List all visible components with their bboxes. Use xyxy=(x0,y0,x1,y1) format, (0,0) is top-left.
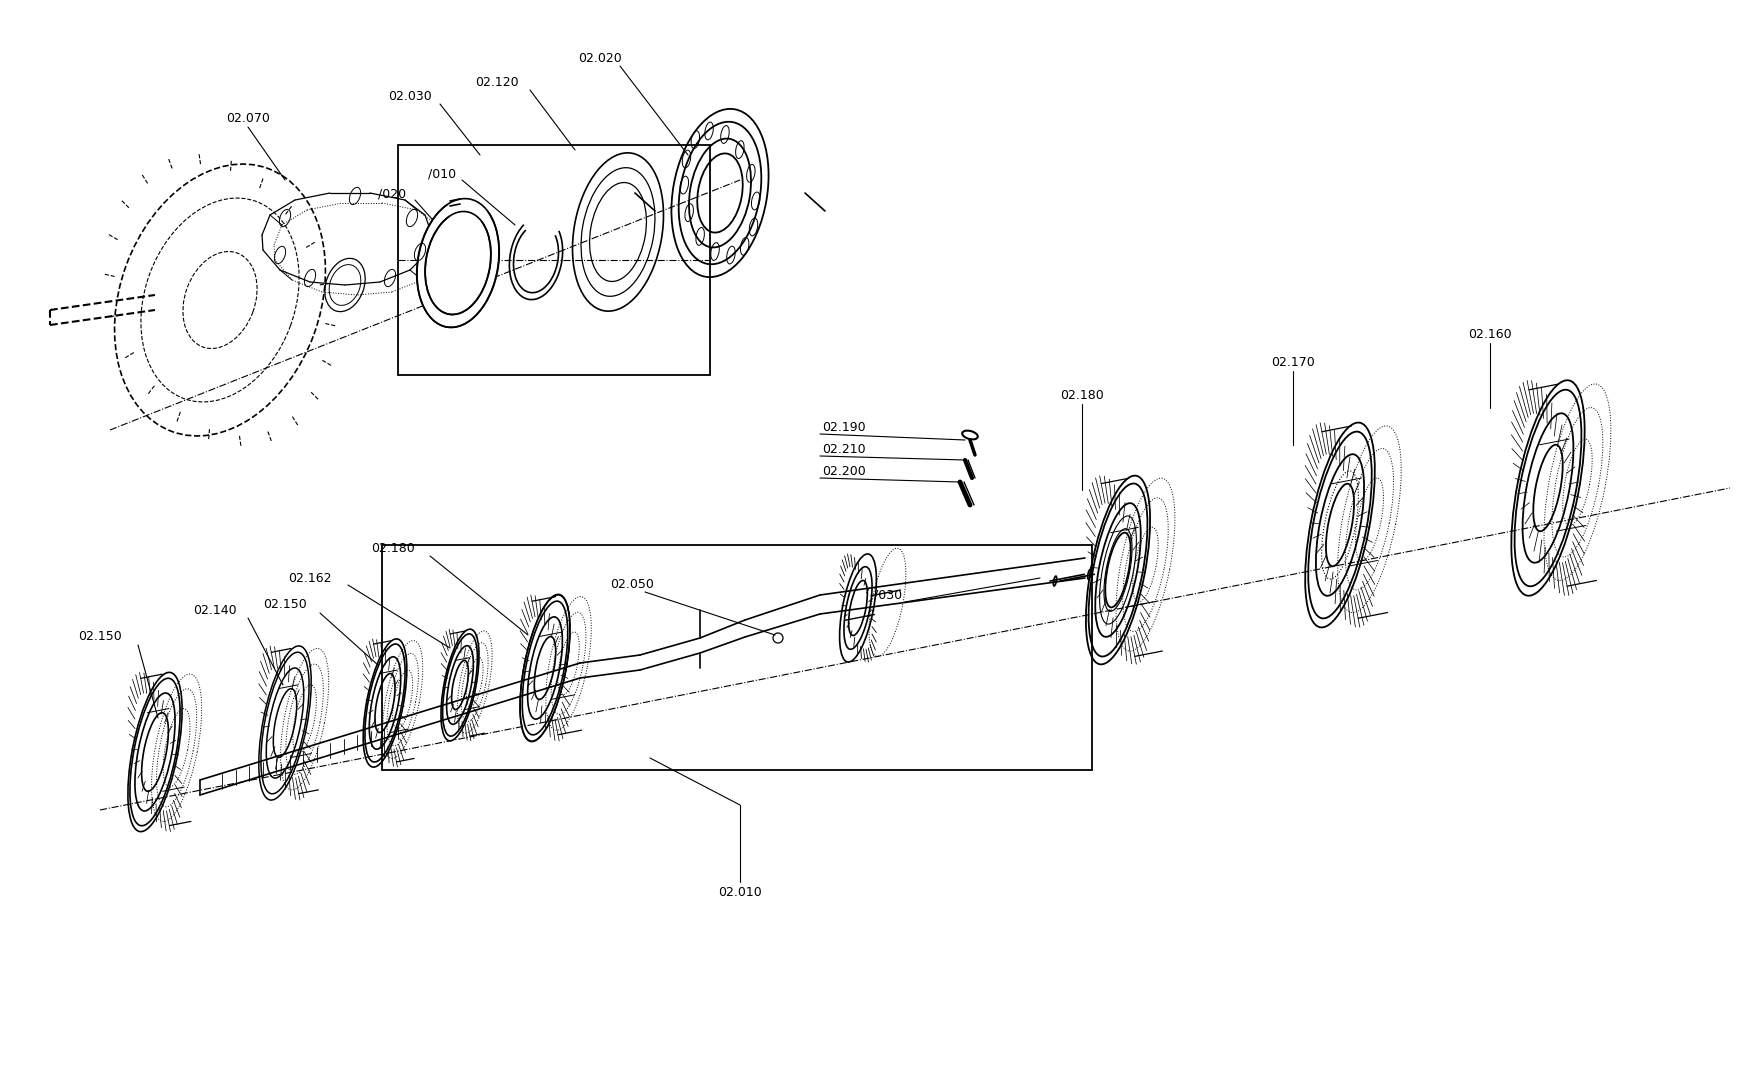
Text: /020: /020 xyxy=(377,187,405,200)
Ellipse shape xyxy=(424,212,490,315)
Text: /010: /010 xyxy=(428,168,456,181)
Text: 02.150: 02.150 xyxy=(263,598,306,611)
Text: 02.180: 02.180 xyxy=(370,541,414,554)
Text: 02.160: 02.160 xyxy=(1468,327,1511,340)
Text: 02.200: 02.200 xyxy=(821,464,866,477)
Text: 02.030: 02.030 xyxy=(388,90,431,103)
Text: 02.210: 02.210 xyxy=(821,443,864,456)
Ellipse shape xyxy=(417,199,499,327)
Text: 02.190: 02.190 xyxy=(821,421,864,433)
Text: 02.162: 02.162 xyxy=(289,571,332,584)
Text: 02.120: 02.120 xyxy=(475,76,518,89)
Text: /030: /030 xyxy=(873,588,901,601)
Text: 02.140: 02.140 xyxy=(193,603,237,616)
Text: 02.020: 02.020 xyxy=(577,51,621,64)
Text: 02.170: 02.170 xyxy=(1271,355,1315,368)
Text: 02.050: 02.050 xyxy=(610,579,654,592)
Text: 02.180: 02.180 xyxy=(1059,388,1103,401)
Text: 02.150: 02.150 xyxy=(78,630,122,643)
Text: 02.010: 02.010 xyxy=(718,886,762,899)
Text: 02.070: 02.070 xyxy=(226,111,270,124)
